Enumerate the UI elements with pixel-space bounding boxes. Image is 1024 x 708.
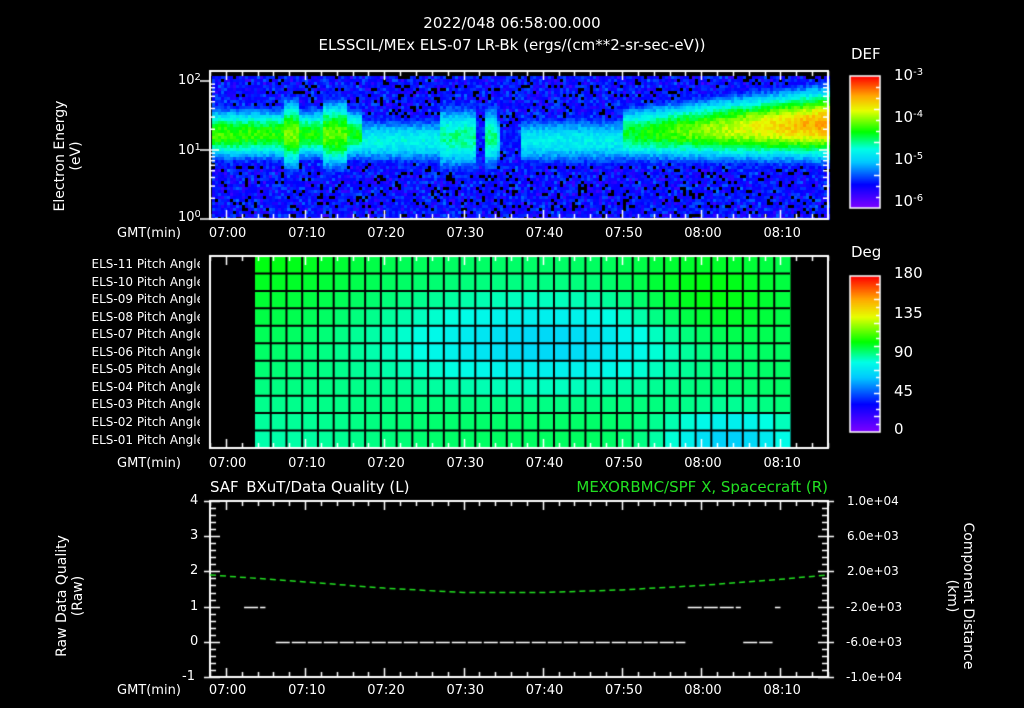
quality-left-tick-1: 1 [190,598,199,614]
spec-time-tick-0700: 07:00 [208,226,247,241]
time-axis-ticks-2: 07:00 07:10 07:20 07:30 07:40 07:50 08:00 08:10 [0,457,1024,471]
quality-right-tick-5: -1.0e+04 [846,670,903,684]
electron-spectrogram[interactable] [200,62,840,227]
quality-right-tick-4: -6.0e+03 [846,634,903,649]
pitch-row-label-3: ELS-03 Pitch Angle [91,397,204,412]
def-tick-1e-3: 10-3 [894,66,924,84]
deg-tick-90: 90 [894,343,914,361]
spec-time-tick-0810: 08:10 [763,226,801,241]
spec-time-tick-0750: 07:50 [605,226,643,241]
def-tick-1e-5: 10-5 [894,150,924,168]
pitch-time-tick-0750: 07:50 [605,456,643,471]
quality-time-tick-0700: 07:00 [208,683,247,698]
pitch-time-tick-0720: 07:20 [367,456,405,471]
def-colorbar [848,74,888,210]
data-quality-plot[interactable] [200,494,840,684]
def-tick-1e-6: 10-6 [894,192,924,210]
pitch-row-label-4: ELS-04 Pitch Angle [91,379,204,394]
quality-left-tick-0: 0 [190,633,199,649]
deg-tick-0: 0 [894,420,904,438]
spectrogram-ylabel: Electron Energy (eV) [52,86,84,226]
def-colorbar-title: DEF [851,45,881,63]
ylabel-line1: Electron Energy [52,100,68,212]
pitch-row-label-5: ELS-05 Pitch Angle [91,362,204,377]
pitch-time-tick-0700: 07:00 [208,456,247,471]
pitch-row-label-1: ELS-01 Pitch Angle [91,432,204,447]
quality-right-tick-3: -2.0e+03 [846,599,903,614]
quality-left-tick-3: 3 [190,528,199,544]
quality-left-tick-2: 2 [190,563,199,579]
ytick-1: 100 [178,209,201,225]
quality-time-tick-0800: 08:00 [684,683,722,698]
quality-time-tick-0720: 07:20 [367,683,405,698]
def-tick-1e-4: 10-4 [894,108,924,126]
deg-tick-135: 135 [894,304,923,322]
pitch-time-tick-0810: 08:10 [763,456,801,471]
quality-right-ylabel: Component Distance (km) [944,506,976,686]
pitch-row-label-10: ELS-10 Pitch Angle [91,274,204,289]
quality-left-tick-4: 4 [190,493,199,508]
time-axis-label-3: GMT(min) [117,683,181,698]
spec-time-tick-0740: 07:40 [525,226,564,241]
time-axis-ticks: 07:00 07:10 07:20 07:30 07:40 07:50 08:00 08:10 [0,227,1024,241]
plot-subtitle: ELSSCIL/MEx ELS-07 LR-Bk (ergs/(cm**2-sr… [318,36,706,54]
pitch-row-label-9: ELS-09 Pitch Angle [91,292,204,307]
ylabel-right-line2: (km) [944,579,960,613]
quality-time-tick-0740: 07:40 [525,683,564,698]
spec-time-tick-0710: 07:10 [288,226,326,241]
quality-time-tick-0730: 07:30 [446,683,484,698]
pitch-row-label-7: ELS-07 Pitch Angle [91,327,204,342]
quality-time-tick-0810: 08:10 [763,683,801,698]
quality-left-ylabel: Raw Data Quality (Raw) [54,506,86,686]
deg-tick-45: 45 [894,382,914,400]
time-axis-label: GMT(min) [117,226,181,241]
quality-right-tick-2: 2.0e+03 [847,564,899,579]
pitch-row-label-6: ELS-06 Pitch Angle [91,344,204,359]
quality-right-title: MEXORBMC/SPF X, Spacecraft (R) [576,478,828,496]
ylabel-left-line2: (Raw) [70,575,86,617]
pitch-angle-grid[interactable] [200,250,840,450]
quality-right-tick-1: 6.0e+03 [847,529,899,544]
pitch-row-label-8: ELS-08 Pitch Angle [91,309,204,324]
quality-left-title: SAF_BXuT/Data Quality (L) [210,478,410,496]
pitch-time-tick-0740: 07:40 [525,456,564,471]
deg-tick-180: 180 [894,264,923,282]
time-axis-label-2: GMT(min) [117,456,181,471]
quality-time-tick-0710: 07:10 [288,683,326,698]
deg-colorbar-title: Deg [851,243,882,261]
pitch-time-tick-0710: 07:10 [288,456,326,471]
ylabel-line2: (eV) [68,141,84,171]
deg-colorbar [848,274,888,434]
quality-left-tick--1: -1 [182,669,195,684]
plot-timestamp: 2022/048 06:58:00.000 [423,14,601,32]
spec-time-tick-0720: 07:20 [367,226,405,241]
quality-right-tick-0: 1.0e+04 [847,494,899,508]
ytick-10: 101 [178,142,201,158]
quality-time-tick-0750: 07:50 [605,683,643,698]
pitch-time-tick-0730: 07:30 [446,456,484,471]
ylabel-left-line1: Raw Data Quality [54,535,70,657]
ytick-100: 102 [178,72,201,88]
pitch-time-tick-0800: 08:00 [684,456,722,471]
pitch-row-label-11: ELS-11 Pitch Angle [91,257,204,271]
spec-time-tick-0800: 08:00 [684,226,722,241]
spec-time-tick-0730: 07:30 [446,226,484,241]
ylabel-right-line1: Component Distance [960,522,976,670]
time-axis-ticks-3: 07:00 07:10 07:20 07:30 07:40 07:50 08:00 08:10 [0,684,1024,698]
pitch-row-label-2: ELS-02 Pitch Angle [91,414,204,429]
